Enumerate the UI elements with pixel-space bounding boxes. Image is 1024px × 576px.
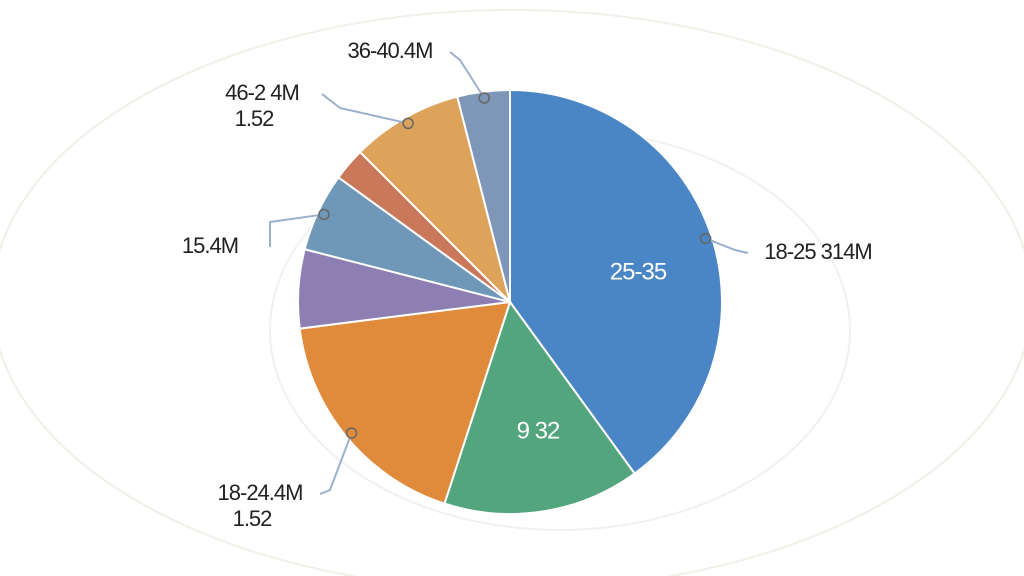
callout-line xyxy=(449,51,486,99)
slice-label: 46-2 4M xyxy=(225,80,299,105)
pie-slice xyxy=(358,95,512,306)
slice-label: 18-25 314M xyxy=(764,239,871,264)
pie-slice xyxy=(298,300,512,505)
pie-slice xyxy=(443,299,637,515)
pie-slice xyxy=(456,88,511,303)
slice-sublabel: 1.52 xyxy=(235,106,275,131)
callout-line xyxy=(321,93,409,125)
callout-line xyxy=(319,432,353,495)
callout-dot xyxy=(699,232,712,245)
callout-dot xyxy=(318,208,330,221)
slice-inner-label: 25-35 xyxy=(610,258,667,285)
callout-line xyxy=(705,237,749,254)
slice-label: 36-40.4M xyxy=(348,38,433,63)
slice-sublabel: 1.52 xyxy=(233,506,273,531)
callout-line xyxy=(269,213,325,247)
background-curve xyxy=(0,9,1024,576)
slice-inner-label: 9 32 xyxy=(517,417,560,444)
slice-label: 18-24.4M xyxy=(218,480,303,505)
slice-label: 15.4M xyxy=(182,233,238,258)
callout-dot xyxy=(402,117,414,130)
callout-dot xyxy=(478,92,490,104)
pie-slice xyxy=(509,88,723,475)
callout-dot xyxy=(345,427,358,439)
